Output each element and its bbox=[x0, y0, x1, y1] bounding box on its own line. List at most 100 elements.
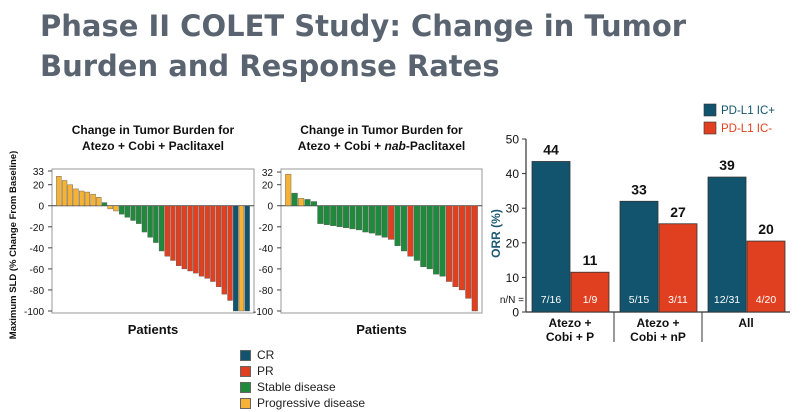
bar-pr bbox=[458, 205, 465, 291]
bar-pr bbox=[204, 205, 210, 279]
bar-stable-disease bbox=[433, 205, 440, 275]
nn-prefix-label: n/N = bbox=[500, 295, 524, 306]
y-tick-label: 30 bbox=[506, 202, 520, 216]
orr-value-label: 20 bbox=[758, 221, 774, 237]
bar-stable-disease bbox=[141, 205, 148, 233]
bar-pr bbox=[465, 205, 472, 299]
orr-bar-pd-l1-ic bbox=[619, 200, 659, 313]
y-tick-label: -100 bbox=[253, 307, 273, 318]
bar-pr bbox=[198, 205, 205, 277]
orr-nn-label: 12/31 bbox=[714, 294, 740, 306]
orr-value-label: 39 bbox=[719, 157, 735, 173]
cr-swatch bbox=[240, 349, 251, 361]
bar-stable-disease bbox=[330, 205, 337, 226]
bar-progressive-disease bbox=[73, 188, 79, 206]
y-tick-label: -80 bbox=[30, 286, 45, 297]
response-legend: CR PR Stable disease Progressive disease bbox=[240, 347, 365, 411]
bar-stable-disease bbox=[381, 205, 388, 238]
bar-stable-disease bbox=[317, 205, 324, 224]
bar-stable-disease bbox=[413, 205, 420, 261]
bar-stable-disease bbox=[394, 205, 401, 246]
bar-stable-disease bbox=[343, 205, 350, 229]
bar-progressive-disease bbox=[90, 193, 96, 206]
bar-pr bbox=[170, 205, 176, 261]
y-axis-label: Maximum SLD (% Change From Baseline) bbox=[8, 151, 19, 339]
y-tick-label: 0 bbox=[267, 202, 273, 213]
orr-nn-label: 4/20 bbox=[756, 294, 777, 306]
y-tick-label: 20 bbox=[262, 181, 274, 192]
y-tick-label: -80 bbox=[259, 286, 274, 297]
legend-item-pr: PR bbox=[240, 363, 365, 379]
bar-progressive-disease bbox=[67, 184, 73, 206]
bar-progressive-disease bbox=[56, 176, 62, 206]
orr-nn-label: 7/16 bbox=[541, 294, 562, 306]
bar-progressive-disease bbox=[79, 190, 85, 206]
category-label: Atezo + bbox=[636, 316, 679, 330]
bar-pr bbox=[471, 205, 478, 312]
bar-stable-disease bbox=[349, 205, 356, 230]
y-tick-label: 50 bbox=[506, 133, 520, 147]
bar-pr bbox=[452, 205, 459, 287]
bar-stable-disease bbox=[147, 205, 153, 238]
bar-stable-disease bbox=[136, 205, 142, 224]
bar-stable-disease bbox=[439, 205, 446, 277]
category-label: All bbox=[738, 316, 753, 330]
bar-stable-disease bbox=[336, 205, 343, 227]
category-label: Cobi + nP bbox=[630, 330, 686, 344]
chart-title-line: Change in Tumor Burden for bbox=[300, 123, 463, 137]
y-tick-label: -20 bbox=[259, 223, 274, 234]
y-tick-label: 20 bbox=[33, 181, 45, 192]
legend-label: PD-L1 IC+ bbox=[721, 105, 775, 117]
x-axis-label: Patients bbox=[356, 322, 407, 337]
waterfall-chart-1: Change in Tumor Burden for Atezo + Cobi +… bbox=[8, 123, 255, 339]
bar-stable-disease bbox=[401, 205, 408, 252]
y-tick-label: 33 bbox=[33, 167, 45, 178]
x-axis-label: Patients bbox=[128, 322, 179, 337]
bar-stable-disease bbox=[362, 205, 369, 233]
chart-title-line: Atezo + Cobi + Paclitaxel bbox=[82, 139, 224, 153]
bar-cr bbox=[233, 205, 239, 312]
bar-pr bbox=[388, 205, 395, 240]
bar-stable-disease bbox=[355, 205, 362, 231]
bar-pr bbox=[193, 205, 199, 274]
bar-pr bbox=[407, 205, 414, 257]
waterfall-chart-2: Change in Tumor Burden for Atezo + Cobi +… bbox=[253, 123, 483, 337]
orr-nn-label: 5/15 bbox=[629, 294, 650, 306]
bar-pr bbox=[164, 205, 170, 257]
legend-label-pr: PR bbox=[257, 364, 274, 378]
orr-nn-label: 1/9 bbox=[583, 294, 598, 306]
bar-stable-disease bbox=[124, 205, 130, 218]
bar-progressive-disease bbox=[298, 198, 305, 206]
legend-label-cr: CR bbox=[257, 348, 275, 362]
chart-title-line: Change in Tumor Burden for bbox=[72, 123, 235, 137]
bar-pr bbox=[446, 205, 453, 282]
bar-stable-disease bbox=[375, 205, 382, 236]
bar-cr bbox=[244, 205, 250, 312]
legend-swatch bbox=[703, 121, 717, 135]
bar-pr bbox=[187, 205, 193, 272]
y-axis-label: ORR (%) bbox=[489, 209, 503, 258]
bar-pr bbox=[176, 205, 182, 266]
y-tick-label: 40 bbox=[506, 167, 520, 181]
bar-progressive-disease bbox=[113, 205, 119, 212]
bar-stable-disease bbox=[310, 201, 317, 206]
bar-pr bbox=[215, 205, 222, 287]
bar-stable-disease bbox=[101, 202, 108, 206]
bar-stable-disease bbox=[368, 205, 375, 234]
chart-title-line: Atezo + Cobi + nab-Paclitaxel bbox=[298, 139, 465, 153]
bar-stable-disease bbox=[426, 205, 433, 270]
category-label: Cobi + P bbox=[546, 330, 594, 344]
y-tick-label: -40 bbox=[259, 244, 274, 255]
y-tick-label: -100 bbox=[24, 307, 44, 318]
bar-pr bbox=[221, 205, 227, 295]
bar-progressive-disease bbox=[84, 191, 91, 206]
y-tick-label: 0 bbox=[512, 306, 519, 320]
pr-swatch bbox=[240, 365, 251, 377]
y-tick-label: -40 bbox=[30, 244, 45, 255]
y-tick-label: 20 bbox=[506, 236, 520, 250]
legend-label: PD-L1 IC- bbox=[721, 123, 772, 135]
orr-value-label: 33 bbox=[631, 181, 647, 197]
orr-value-label: 11 bbox=[583, 252, 598, 268]
orr-value-label: 44 bbox=[543, 141, 559, 157]
